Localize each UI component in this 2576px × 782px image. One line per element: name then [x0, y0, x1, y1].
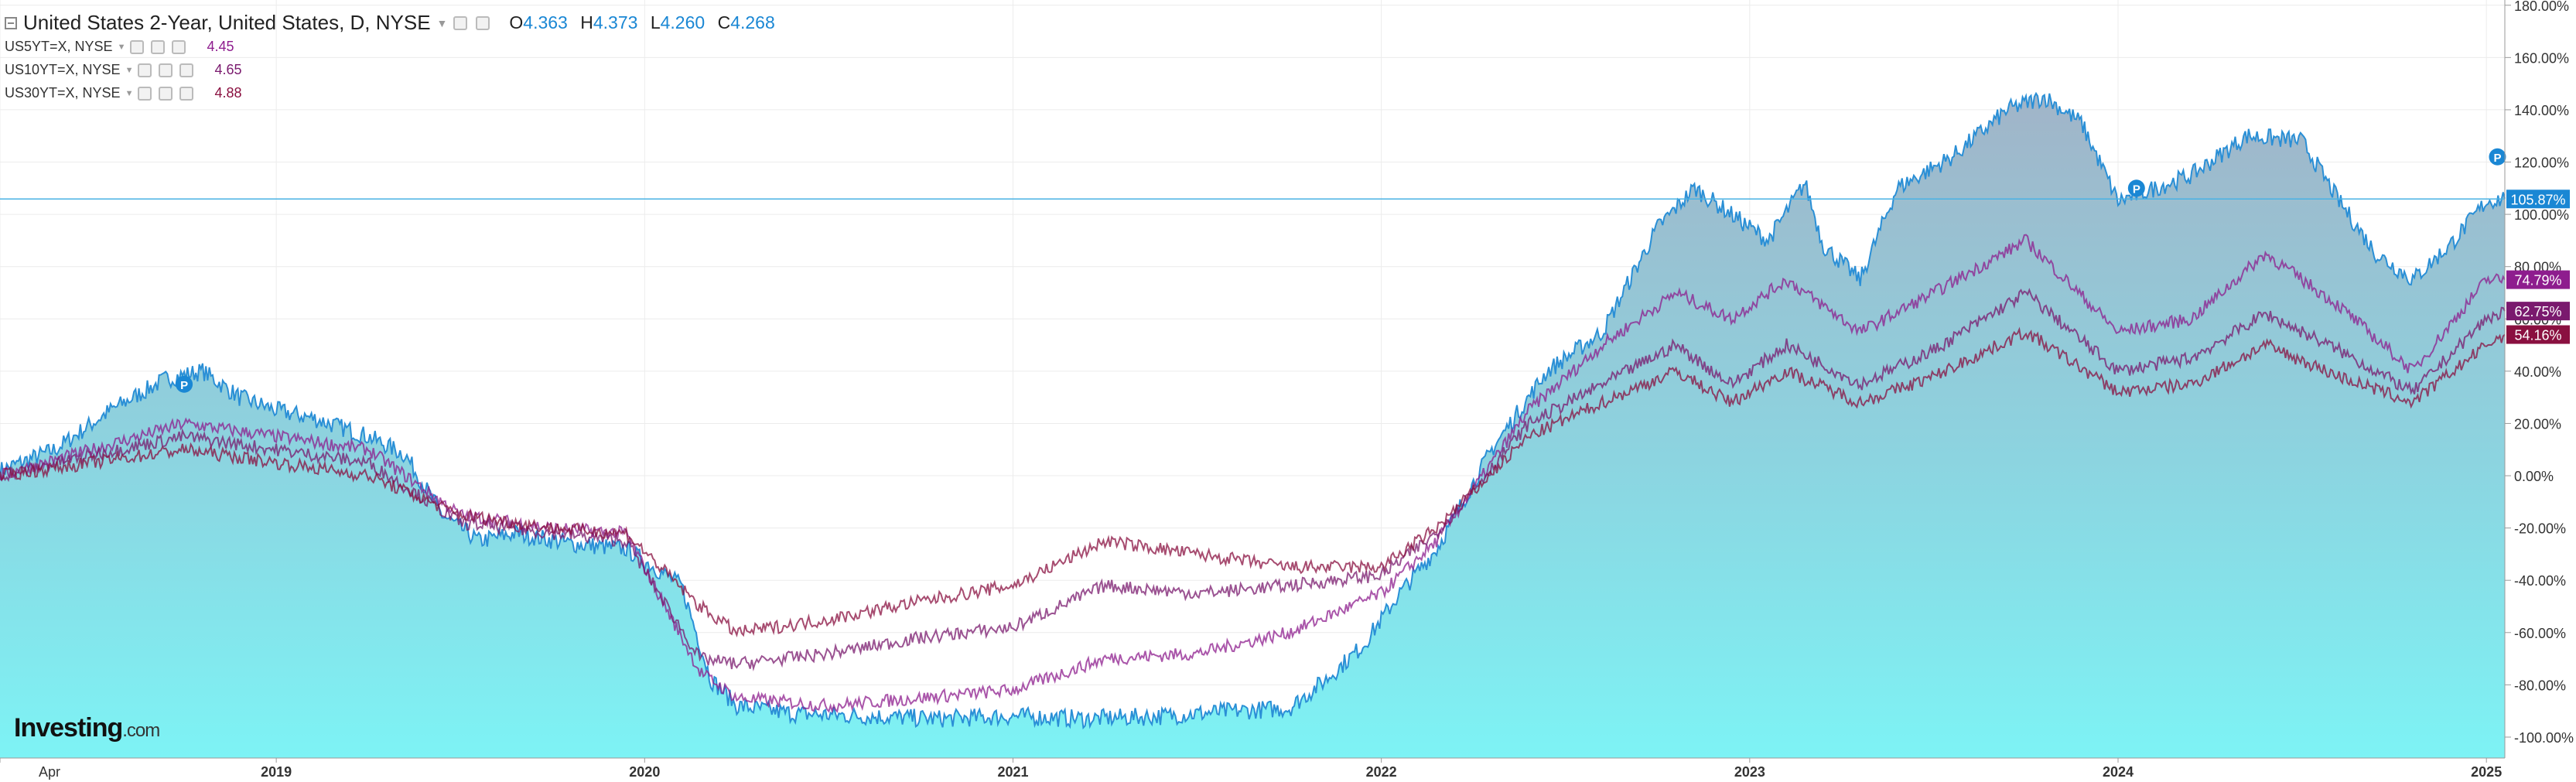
y-tick-label: -40.00% [2514, 573, 2566, 589]
price-tag-us5ytx: 74.79% [2506, 270, 2570, 289]
x-tick-label: 2020 [629, 764, 660, 780]
event-marker-label: P [2493, 152, 2501, 165]
event-marker-dot [176, 375, 193, 393]
visibility-icon[interactable] [159, 86, 173, 101]
x-tick-label: 2024 [2103, 764, 2134, 780]
main-area [0, 91, 2506, 759]
investing-logo[interactable]: Investing.com [14, 713, 160, 743]
close-value: 4.268 [730, 12, 775, 32]
event-marker-label: P [180, 379, 188, 392]
y-tick-label: -60.00% [2514, 626, 2566, 641]
comparison-legend-row[interactable]: US5YT=X, NYSE ▼ 4.45 [5, 39, 234, 55]
logo-brand: Investing [14, 713, 123, 743]
low-key: L [650, 12, 661, 32]
price-tag-us30ytx-text: 54.16% [2514, 328, 2561, 343]
collapse-icon[interactable] [5, 16, 17, 29]
close-icon[interactable] [172, 39, 186, 54]
price-tag-us10ytx-text: 62.75% [2514, 304, 2561, 319]
event-marker-dot [2489, 148, 2506, 166]
event-marker-dot [2127, 179, 2145, 197]
settings-icon[interactable] [138, 63, 152, 77]
settings-icon[interactable] [130, 39, 145, 54]
price-tag-us2yt-text: 105.87% [2510, 192, 2565, 207]
comparison-legend-row[interactable]: US10YT=X, NYSE ▼ 4.65 [5, 62, 242, 78]
y-tick-label: -100.00% [2514, 730, 2574, 746]
chevron-down-icon[interactable]: ▼ [117, 42, 126, 52]
event-markers: P P P [176, 148, 2506, 393]
chart-title: United States 2-Year, United States, D, … [23, 11, 431, 34]
high-key: H [580, 12, 593, 32]
visibility-icon[interactable] [476, 15, 490, 30]
close-icon[interactable] [179, 86, 194, 101]
chart-header: United States 2-Year, United States, D, … [5, 11, 775, 35]
low-value: 4.260 [660, 12, 705, 32]
event-marker-icon: P [2127, 179, 2145, 197]
event-marker-icon: P [2489, 148, 2506, 166]
visibility-icon[interactable] [151, 39, 166, 54]
close-icon[interactable] [179, 63, 194, 77]
comparison-value: 4.65 [214, 62, 242, 77]
y-axis: 180.00%160.00%140.00%120.00%100.00%80.00… [2504, 0, 2574, 758]
comparison-value: 4.45 [207, 39, 234, 54]
y-tick-label: 100.00% [2514, 207, 2569, 223]
comparison-symbol: US5YT=X, NYSE [5, 39, 113, 54]
chevron-down-icon[interactable]: ▼ [125, 88, 134, 98]
price-tag-us10ytx: 62.75% [2506, 302, 2570, 321]
x-axis: Apr 2019 2020 2021 2022 2023 2024 2025 [0, 757, 2505, 780]
price-tag-us5ytx-bg [2506, 270, 2570, 289]
x-tick-label: 2019 [261, 764, 292, 780]
price-tag-us2yt-bg [2506, 190, 2570, 209]
price-tag-us5ytx-text: 74.79% [2514, 273, 2561, 289]
logo-suffix: .com [122, 720, 160, 741]
y-tick-label: 160.00% [2514, 50, 2569, 66]
open-key: O [509, 12, 524, 32]
chevron-down-icon[interactable]: ▼ [436, 16, 448, 29]
series-line-us5ytx [0, 234, 2506, 714]
price-tag-us30ytx-bg [2506, 325, 2570, 344]
x-tick-label: 2023 [1734, 764, 1765, 780]
comparison-legend-row[interactable]: US30YT=X, NYSE ▼ 4.88 [5, 85, 242, 101]
ohlc-readout: O4.363 H4.373 L4.260 C4.268 [501, 12, 774, 33]
comparison-value: 4.88 [214, 85, 242, 101]
price-tag-us2yt: 105.87% [2506, 190, 2570, 209]
x-tick-label: 2021 [997, 764, 1028, 780]
price-tag-us10ytx-bg [2506, 302, 2570, 321]
open-value: 4.363 [523, 12, 568, 32]
y-tick-label: 140.00% [2514, 103, 2569, 118]
y-tick-label: 0.00% [2514, 469, 2554, 484]
y-tick-label: 20.00% [2514, 416, 2561, 432]
x-tick-label: 2022 [1366, 764, 1397, 780]
comparison-lines [0, 234, 2506, 714]
chevron-down-icon[interactable]: ▼ [125, 65, 134, 75]
visibility-icon[interactable] [159, 63, 173, 77]
series-line-us10ytx [0, 288, 2506, 671]
y-tick-label: 120.00% [2514, 155, 2569, 171]
settings-icon[interactable] [138, 86, 152, 101]
event-marker-icon: P [176, 375, 193, 393]
y-tick-label: -80.00% [2514, 678, 2566, 693]
series-area-us2yt [0, 93, 2505, 759]
comparison-symbol: US10YT=X, NYSE [5, 62, 121, 77]
price-tag-us30ytx: 54.16% [2506, 325, 2570, 344]
y-tick-label: -20.00% [2514, 521, 2566, 537]
comparison-symbol: US30YT=X, NYSE [5, 85, 121, 101]
series-line-us30ytx [0, 326, 2506, 638]
settings-icon[interactable] [453, 15, 468, 30]
y-tick-label: 40.00% [2514, 364, 2561, 380]
series-line-us2yt [0, 91, 2506, 730]
event-marker-label: P [2133, 183, 2140, 196]
x-tick-label: Apr [39, 764, 60, 780]
x-tick-label: 2025 [2471, 764, 2502, 780]
y-tick-label: 180.00% [2514, 0, 2569, 14]
high-value: 4.373 [593, 12, 638, 32]
close-key: C [717, 12, 731, 32]
